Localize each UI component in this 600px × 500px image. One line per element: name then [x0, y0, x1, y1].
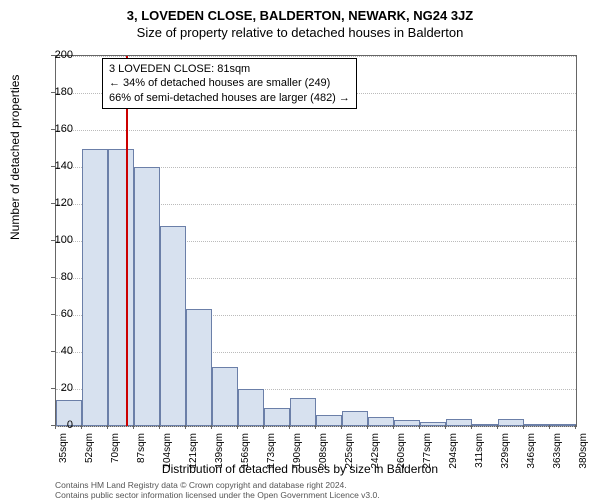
y-tick-mark	[51, 55, 55, 56]
plot-area	[55, 55, 577, 427]
copyright-line1: Contains HM Land Registry data © Crown c…	[55, 480, 380, 490]
histogram-bar	[238, 389, 264, 426]
y-tick-label: 20	[43, 382, 73, 394]
y-axis-label: Number of detached properties	[8, 75, 22, 240]
x-tick-mark	[315, 425, 316, 429]
y-tick-mark	[51, 129, 55, 130]
y-tick-mark	[51, 166, 55, 167]
histogram-bar	[550, 424, 576, 426]
copyright: Contains HM Land Registry data © Crown c…	[55, 480, 380, 500]
y-tick-mark	[51, 388, 55, 389]
histogram-bar	[134, 167, 160, 426]
y-tick-label: 40	[43, 345, 73, 357]
x-tick-mark	[497, 425, 498, 429]
y-tick-label: 100	[43, 234, 73, 246]
y-tick-label: 80	[43, 271, 73, 283]
x-tick-mark	[575, 425, 576, 429]
y-tick-label: 0	[43, 419, 73, 431]
info-box: 3 LOVEDEN CLOSE: 81sqm ← 34% of detached…	[102, 58, 357, 109]
y-tick-mark	[51, 92, 55, 93]
histogram-bar	[472, 424, 498, 426]
x-axis-label: Distribution of detached houses by size …	[0, 462, 600, 476]
gridline	[56, 130, 576, 131]
histogram-bar	[446, 419, 472, 426]
x-tick-mark	[107, 425, 108, 429]
y-tick-label: 60	[43, 308, 73, 320]
histogram-bar	[160, 226, 186, 426]
histogram-bar	[342, 411, 368, 426]
x-tick-mark	[211, 425, 212, 429]
x-tick-mark	[185, 425, 186, 429]
marker-line	[126, 56, 128, 426]
histogram-bar	[108, 149, 134, 427]
x-tick-mark	[523, 425, 524, 429]
histogram-bar	[368, 417, 394, 426]
histogram-bar	[498, 419, 524, 426]
x-tick-mark	[549, 425, 550, 429]
x-tick-mark	[393, 425, 394, 429]
x-tick-mark	[341, 425, 342, 429]
gridline	[56, 56, 576, 57]
histogram-bar	[316, 415, 342, 426]
histogram-bar	[420, 422, 446, 426]
chart-container: 3, LOVEDEN CLOSE, BALDERTON, NEWARK, NG2…	[0, 0, 600, 500]
histogram-bar	[290, 398, 316, 426]
y-tick-mark	[51, 277, 55, 278]
y-tick-label: 120	[43, 197, 73, 209]
y-tick-mark	[51, 351, 55, 352]
y-tick-mark	[51, 314, 55, 315]
histogram-bar	[82, 149, 108, 427]
x-tick-mark	[471, 425, 472, 429]
histogram-bar	[394, 420, 420, 426]
histogram-bar	[212, 367, 238, 426]
info-line1: 3 LOVEDEN CLOSE: 81sqm	[109, 62, 350, 76]
histogram-bar	[264, 408, 290, 427]
y-tick-label: 200	[43, 49, 73, 61]
x-tick-mark	[289, 425, 290, 429]
y-tick-mark	[51, 240, 55, 241]
title-main: 3, LOVEDEN CLOSE, BALDERTON, NEWARK, NG2…	[0, 0, 600, 23]
histogram-bar	[524, 424, 550, 426]
info-line2: ← 34% of detached houses are smaller (24…	[109, 76, 350, 90]
x-tick-mark	[81, 425, 82, 429]
y-tick-label: 180	[43, 86, 73, 98]
x-tick-mark	[55, 425, 56, 429]
histogram-bar	[186, 309, 212, 426]
x-tick-mark	[237, 425, 238, 429]
x-tick-mark	[445, 425, 446, 429]
info-line3: 66% of semi-detached houses are larger (…	[109, 91, 350, 105]
x-tick-mark	[367, 425, 368, 429]
copyright-line2: Contains public sector information licen…	[55, 490, 380, 500]
x-tick-mark	[263, 425, 264, 429]
y-tick-label: 160	[43, 123, 73, 135]
title-sub: Size of property relative to detached ho…	[0, 23, 600, 40]
x-tick-mark	[419, 425, 420, 429]
y-tick-label: 140	[43, 160, 73, 172]
y-tick-mark	[51, 203, 55, 204]
gridline	[56, 426, 576, 427]
x-tick-mark	[159, 425, 160, 429]
x-tick-mark	[133, 425, 134, 429]
